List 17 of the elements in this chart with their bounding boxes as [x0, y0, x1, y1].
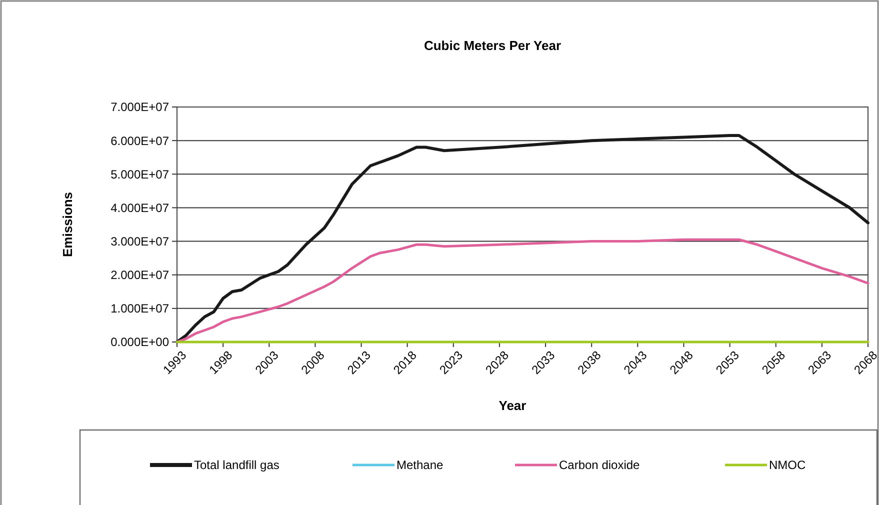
line-series [176, 238, 870, 344]
y-tick-label: 5.000E+07 [110, 167, 170, 182]
legend-label: Methane [396, 458, 444, 472]
y-tick-label: 3.000E+07 [110, 234, 170, 248]
y-tick-label: 0.000E+00 [110, 335, 170, 350]
x-axis-title: Year [498, 398, 526, 413]
line-series [176, 134, 870, 344]
legend-label: Carbon dioxide [559, 458, 640, 472]
y-tick-label: 6.000E+07 [110, 134, 170, 148]
y-tick-label: 1.000E+07 [110, 302, 170, 316]
y-tick-label: 4.000E+07 [110, 200, 170, 215]
chart-title: Cubic Meters Per Year [424, 38, 562, 53]
legend-label: Total landfill gas [194, 458, 280, 472]
y-tick-label: 7.000E+07 [110, 100, 170, 114]
legend-label: NMOC [769, 458, 806, 472]
y-axis-title: Emissions [60, 192, 75, 258]
y-tick-label: 2.000E+07 [110, 268, 170, 282]
